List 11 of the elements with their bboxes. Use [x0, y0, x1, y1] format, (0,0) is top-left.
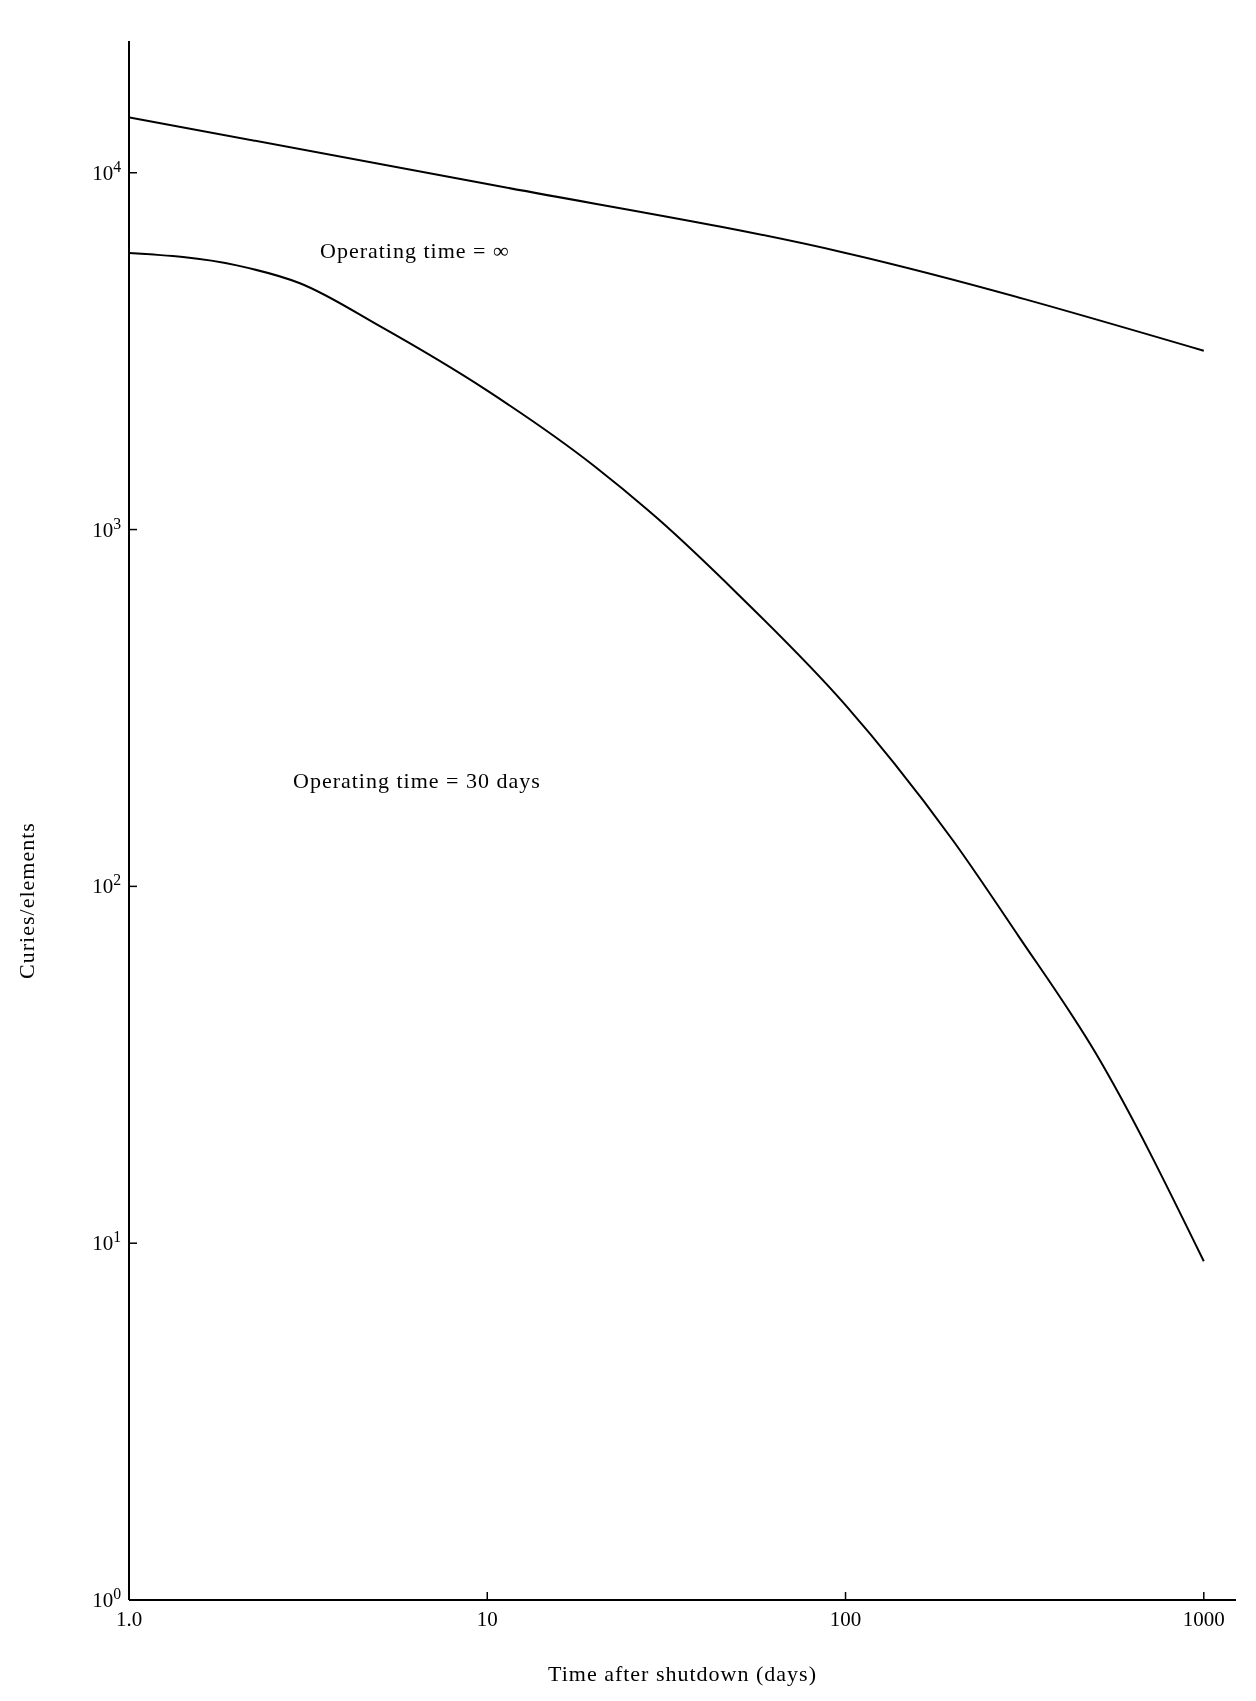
y-tick-label: 10$^{1}$ — [92, 1227, 121, 1256]
x-tick-label: 1000 — [1182, 1607, 1225, 1631]
x-tick-label: 10 — [476, 1607, 498, 1631]
y-tick-label: 10$^{3}$ — [92, 514, 122, 542]
y-tick-label: 10$^{2}$ — [92, 870, 121, 899]
x-axis-title: Time after shutdown (days) — [548, 1661, 817, 1686]
y-tick-label: 10$^{4}$ — [92, 157, 122, 185]
x-tick-label: 100 — [829, 1607, 862, 1631]
annotation: Operating time = 30 days — [293, 768, 541, 793]
y-axis-title: Curies/elements — [14, 822, 39, 979]
annotation: Operating time = ∞ — [320, 238, 510, 263]
